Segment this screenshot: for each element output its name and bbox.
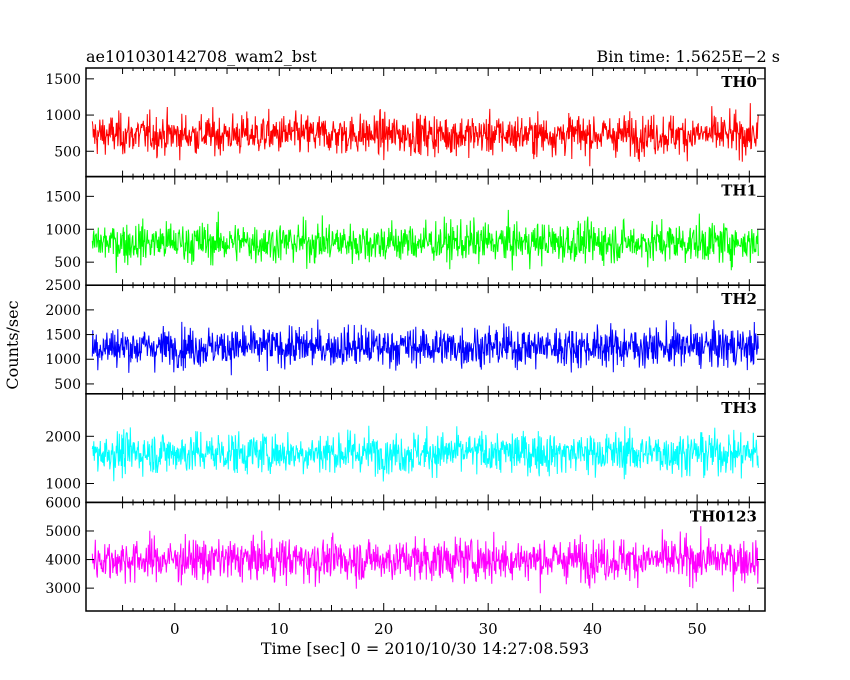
panel-th3: 1000 2000 TH3 <box>45 393 766 504</box>
panel-th1: 500 1000 1500 TH1 <box>45 175 766 286</box>
x-tick-label: 30 <box>479 620 498 638</box>
x-tick-label: 20 <box>374 620 393 638</box>
x-tick-label: 10 <box>270 620 289 638</box>
panel-label-th1: TH1 <box>721 182 757 200</box>
panel-th0123: 3000 4000 5000 6000 TH0123 <box>45 495 766 612</box>
x-tick-label: 50 <box>688 620 707 638</box>
panel-label-th3: TH3 <box>721 399 757 417</box>
y-tick-label: 5000 <box>45 524 81 540</box>
panels: 500 1000 1500 TH0 500 1000 1500 TH1 500 1000 1500 2… <box>45 67 766 612</box>
panel-label-th0: TH0 <box>721 73 757 91</box>
y-tick-label: 1500 <box>45 328 81 344</box>
series-line-th3 <box>91 425 759 482</box>
y-tick-label: 1500 <box>45 72 81 88</box>
chart-title: ae101030142708_wam2_bst <box>86 47 317 66</box>
y-tick-label: 500 <box>54 144 81 160</box>
panel-label-th0123: TH0123 <box>690 507 757 525</box>
x-axis: 0 10 20 30 40 50 <box>170 620 707 638</box>
x-tick-label: 0 <box>170 620 180 638</box>
panel-th0: 500 1000 1500 TH0 <box>45 67 766 178</box>
y-axis-label: Counts/sec <box>3 300 22 389</box>
x-axis-label: Time [sec] 0 = 2010/10/30 14:27:08.593 <box>261 639 589 658</box>
panel-label-th2: TH2 <box>721 290 757 308</box>
x-tick-label: 40 <box>583 620 602 638</box>
series-line-th1 <box>91 209 759 274</box>
y-tick-label: 2000 <box>45 429 81 445</box>
bin-time-label: Bin time: 1.5625E−2 s <box>597 47 780 66</box>
y-tick-label: 500 <box>54 255 81 271</box>
series-line-th0123 <box>91 526 759 594</box>
series-line-th2 <box>91 319 759 376</box>
y-tick-label: 2000 <box>45 303 81 319</box>
y-tick-label: 1000 <box>45 222 81 238</box>
series-line-th0 <box>91 103 759 167</box>
y-tick-label: 4000 <box>45 553 81 569</box>
y-tick-label: 3000 <box>45 581 81 597</box>
panel-th2: 500 1000 1500 2000 2500 TH2 <box>45 278 766 395</box>
y-tick-label: 2500 <box>45 278 81 294</box>
y-tick-label: 1000 <box>45 477 81 493</box>
y-tick-label: 500 <box>54 377 81 393</box>
y-tick-label: 6000 <box>45 495 81 511</box>
y-tick-label: 1000 <box>45 108 81 124</box>
y-tick-label: 1500 <box>45 189 81 205</box>
y-tick-label: 1000 <box>45 352 81 368</box>
